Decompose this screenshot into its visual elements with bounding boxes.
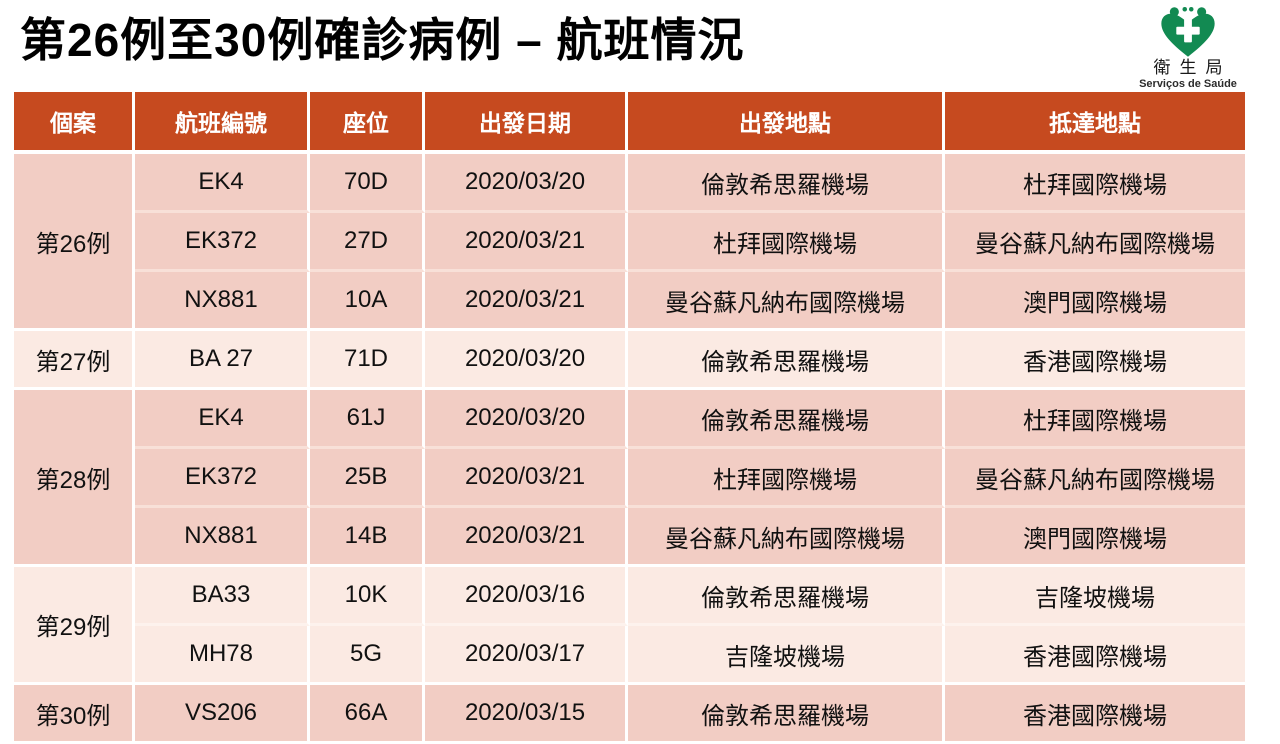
cell-seat: 70D (310, 154, 425, 213)
column-header-arrival: 抵達地點 (945, 92, 1245, 154)
cell-to: 曼谷蘇凡納布國際機場 (945, 213, 1245, 272)
cell-seat: 10K (310, 567, 425, 626)
cell-date: 2020/03/16 (425, 567, 628, 626)
cell-flight: BA 27 (135, 331, 310, 390)
cell-flight: EK4 (135, 390, 310, 449)
cell-date: 2020/03/21 (425, 213, 628, 272)
table-row: EK372 27D 2020/03/21 杜拜國際機場 曼谷蘇凡納布國際機場 (14, 213, 1245, 272)
cell-seat: 61J (310, 390, 425, 449)
case-label: 第28例 (14, 390, 135, 567)
column-header-departure: 出發地點 (628, 92, 945, 154)
cell-from: 倫敦希思羅機場 (628, 331, 945, 390)
table-body: 第26例 EK4 70D 2020/03/20 倫敦希思羅機場 杜拜國際機場 EK372 27… (14, 154, 1245, 744)
cell-flight: MH78 (135, 626, 310, 685)
cell-seat: 5G (310, 626, 425, 685)
cell-from: 倫敦希思羅機場 (628, 390, 945, 449)
flights-table: 個案 航班編號 座位 出發日期 出發地點 抵達地點 第26例 EK4 70D 2020… (14, 92, 1245, 744)
cell-from: 曼谷蘇凡納布國際機場 (628, 508, 945, 567)
table-row: 第28例 EK4 61J 2020/03/20 倫敦希思羅機場 杜拜國際機場 (14, 390, 1245, 567)
cell-to: 杜拜國際機場 (945, 154, 1245, 213)
cell-seat: 10A (310, 272, 425, 331)
cell-flight: EK372 (135, 449, 310, 508)
cell-date: 2020/03/20 (425, 154, 628, 213)
case-label: 第29例 (14, 567, 135, 685)
health-bureau-logo: 衛生局 Serviços de Saúde (1128, 6, 1248, 90)
cell-from: 杜拜國際機場 (628, 213, 945, 272)
cell-seat: 25B (310, 449, 425, 508)
heart-cross-icon (1161, 6, 1215, 57)
cell-date: 2020/03/20 (425, 390, 628, 449)
cell-seat: 66A (310, 685, 425, 744)
cell-from: 倫敦希思羅機場 (628, 567, 945, 626)
cell-seat: 14B (310, 508, 425, 567)
cell-from: 倫敦希思羅機場 (628, 154, 945, 213)
cell-from: 倫敦希思羅機場 (628, 685, 945, 744)
table-row: 第29例 BA33 10K 2020/03/16 倫敦希思羅機場 吉隆坡機場 (14, 567, 1245, 685)
cell-date: 2020/03/15 (425, 685, 628, 744)
table-row: NX881 14B 2020/03/21 曼谷蘇凡納布國際機場 澳門國際機場 (14, 508, 1245, 567)
column-header-flight: 航班編號 (135, 92, 310, 154)
cell-date: 2020/03/21 (425, 272, 628, 331)
cell-date: 2020/03/17 (425, 626, 628, 685)
cell-flight: NX881 (135, 508, 310, 567)
column-header-date: 出發日期 (425, 92, 628, 154)
table-row: 第26例 EK4 70D 2020/03/20 倫敦希思羅機場 杜拜國際機場 (14, 154, 1245, 331)
table-row: MH78 5G 2020/03/17 吉隆坡機場 香港國際機場 (14, 626, 1245, 685)
cell-flight: BA33 (135, 567, 310, 626)
cell-to: 澳門國際機場 (945, 508, 1245, 567)
cell-from: 吉隆坡機場 (628, 626, 945, 685)
cell-to: 香港國際機場 (945, 685, 1245, 744)
cell-flight: NX881 (135, 272, 310, 331)
cell-to: 吉隆坡機場 (945, 567, 1245, 626)
table-row: 第30例 VS206 66A 2020/03/15 倫敦希思羅機場 香港國際機場 (14, 685, 1245, 744)
column-header-seat: 座位 (310, 92, 425, 154)
logo-text-portuguese: Serviços de Saúde (1139, 77, 1237, 90)
table-row: 第27例 BA 27 71D 2020/03/20 倫敦希思羅機場 香港國際機場 (14, 331, 1245, 390)
case-label: 第30例 (14, 685, 135, 744)
case-label: 第26例 (14, 154, 135, 331)
cell-from: 曼谷蘇凡納布國際機場 (628, 272, 945, 331)
cell-date: 2020/03/21 (425, 449, 628, 508)
logo-text-chinese: 衛生局 (1153, 58, 1232, 77)
cell-to: 澳門國際機場 (945, 272, 1245, 331)
table-row: EK372 25B 2020/03/21 杜拜國際機場 曼谷蘇凡納布國際機場 (14, 449, 1245, 508)
cell-flight: EK372 (135, 213, 310, 272)
page-title: 第26例至30例確診病例 – 航班情況 (20, 14, 745, 66)
table-row: NX881 10A 2020/03/21 曼谷蘇凡納布國際機場 澳門國際機場 (14, 272, 1245, 331)
cell-seat: 27D (310, 213, 425, 272)
cell-flight: VS206 (135, 685, 310, 744)
cell-to: 香港國際機場 (945, 626, 1245, 685)
cell-seat: 71D (310, 331, 425, 390)
table-header-row: 個案 航班編號 座位 出發日期 出發地點 抵達地點 (14, 92, 1245, 154)
cell-date: 2020/03/20 (425, 331, 628, 390)
cell-to: 香港國際機場 (945, 331, 1245, 390)
cell-to: 曼谷蘇凡納布國際機場 (945, 449, 1245, 508)
cell-date: 2020/03/21 (425, 508, 628, 567)
case-label: 第27例 (14, 331, 135, 390)
column-header-case: 個案 (14, 92, 135, 154)
cell-flight: EK4 (135, 154, 310, 213)
cell-from: 杜拜國際機場 (628, 449, 945, 508)
cell-to: 杜拜國際機場 (945, 390, 1245, 449)
